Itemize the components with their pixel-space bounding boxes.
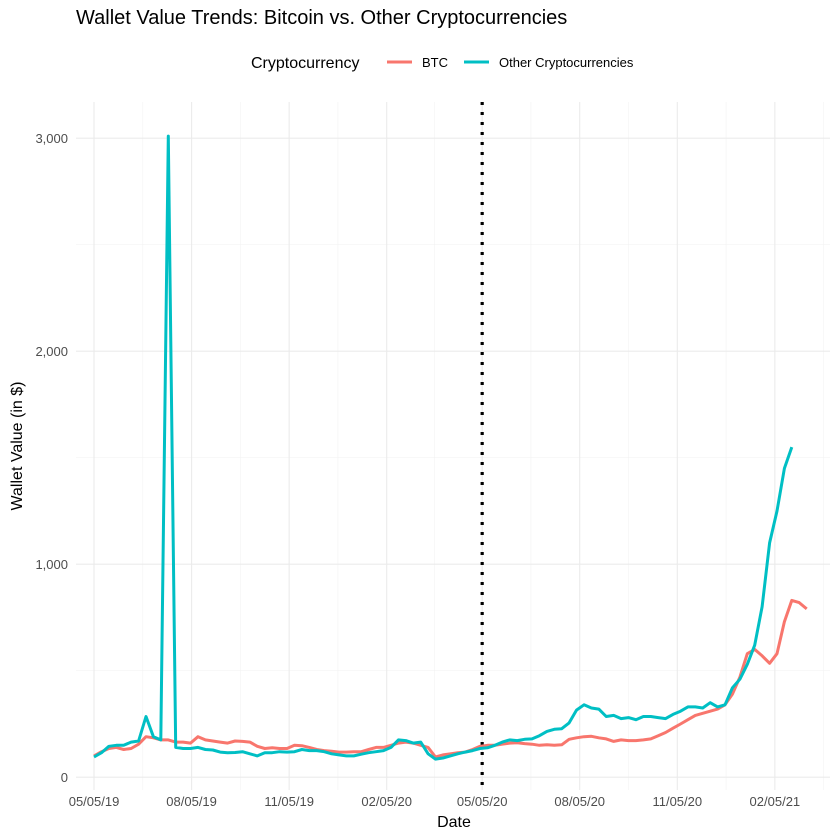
y-tick-label: 3,000: [35, 131, 68, 146]
x-axis-title: Date: [437, 814, 471, 831]
y-tick-label: 2,000: [35, 344, 68, 359]
y-axis-ticks: 0 1,000 2,000 3,000: [35, 131, 68, 785]
x-tick-label: 02/05/20: [361, 794, 412, 809]
x-axis-ticks: 05/05/19 08/05/19 11/05/19 02/05/20 05/05/20…: [69, 794, 800, 809]
grid: [76, 102, 830, 790]
x-tick-label: 02/05/21: [750, 794, 801, 809]
y-axis-title: Wallet Value (in $): [9, 382, 26, 511]
chart-title: Wallet Value Trends: Bitcoin vs. Other C…: [76, 7, 567, 29]
legend-label-btc: BTC: [422, 55, 448, 70]
legend: Cryptocurrency BTC Other Cryptocurrencie…: [251, 55, 634, 72]
x-tick-label: 11/05/20: [652, 794, 702, 809]
x-tick-label: 05/05/19: [69, 794, 120, 809]
legend-label-other-cryptocurrencies: Other Cryptocurrencies: [499, 55, 634, 70]
legend-title: Cryptocurrency: [251, 55, 359, 72]
x-tick-label: 05/05/20: [457, 794, 508, 809]
series-lines: [93, 134, 808, 761]
series-line-btc: [93, 598, 808, 759]
series-line-other-cryptocurrencies: [93, 134, 794, 761]
y-tick-label: 0: [61, 770, 68, 785]
x-tick-label: 08/05/20: [554, 794, 605, 809]
x-tick-label: 08/05/19: [166, 794, 217, 809]
x-tick-label: 11/05/19: [264, 794, 314, 809]
y-tick-label: 1,000: [35, 557, 68, 572]
